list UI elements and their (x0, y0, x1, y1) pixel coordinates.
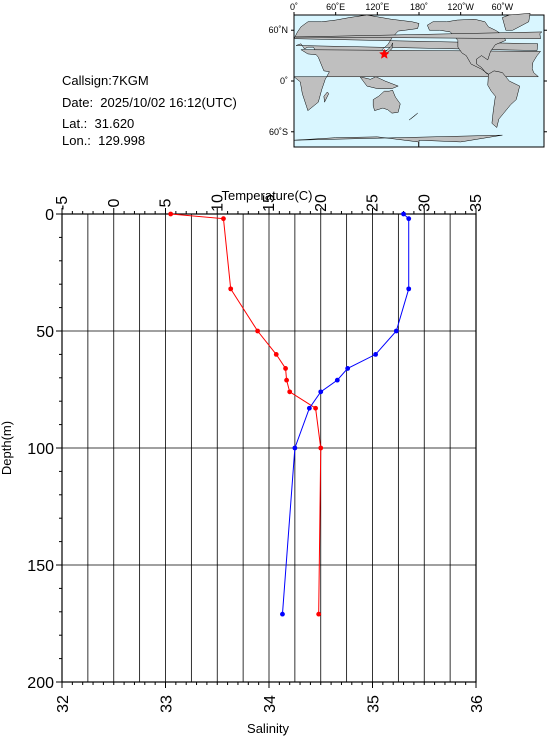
depth-axis-label: Depth(m) (0, 421, 14, 475)
salinity-tick-label: 35 (366, 695, 383, 713)
depth-tick-label: 50 (36, 324, 54, 341)
chart-axes (56, 208, 477, 688)
latitude-text: Lat.: 31.620 (62, 116, 135, 131)
temperature-data-point (255, 328, 261, 334)
land-mass (372, 90, 401, 114)
island (323, 91, 330, 104)
map-longitude-label: 120˚E (365, 2, 389, 12)
salinity-tick-label: 36 (469, 695, 486, 713)
depth-tick-label: 100 (27, 441, 54, 458)
map-longitude-label: 60˚W (492, 2, 514, 12)
island (359, 76, 399, 89)
temperature-data-point (316, 611, 322, 617)
temperature-tick-label: 10 (209, 194, 226, 212)
land-mass (502, 13, 531, 31)
map-longitude-label: 60˚E (326, 2, 345, 12)
temperature-data-point (283, 366, 288, 371)
island (409, 112, 418, 121)
salinity-data-point (406, 286, 412, 292)
callsign-text: Callsign:7KGM (62, 73, 149, 88)
map-longitude-label: 120˚W (447, 2, 474, 12)
temperature-tick-label: 15 (261, 194, 278, 212)
salinity-tick-label: 32 (55, 695, 72, 713)
depth-tick-label: 200 (27, 675, 54, 692)
salinity-data-point (306, 405, 312, 411)
chart-grid (61, 213, 477, 683)
data-series (168, 211, 412, 617)
depth-tick-label: 150 (27, 558, 54, 575)
salinity-data-point (406, 216, 412, 222)
temperature-tick-label: 5 (158, 198, 175, 207)
land-mass (487, 70, 520, 128)
temperature-data-point (287, 389, 293, 395)
station-marker (378, 48, 390, 59)
salinity-data-point (401, 211, 406, 217)
map-latitude-label: 0˚ (280, 76, 288, 86)
salinity-tick-label: 34 (262, 695, 279, 713)
map-longitude-label: 180˚ (410, 2, 428, 12)
salinity-data-point (318, 389, 324, 395)
temperature-tick-label: 30 (416, 194, 433, 212)
temperature-tick-label: -5 (54, 196, 71, 210)
map-latitude-label: 60˚N (268, 25, 288, 35)
temperature-tick-label: 35 (468, 194, 485, 212)
temperature-data-point (221, 216, 226, 222)
temperature-tick-label: 25 (365, 194, 382, 212)
salinity-data-point (345, 366, 351, 371)
salinity-axis-label: Salinity (247, 721, 289, 736)
temperature-axis-label: Temperature(C) (221, 188, 312, 203)
salinity-data-point (280, 611, 285, 617)
map-land (293, 13, 543, 148)
depth-tick-label: 0 (45, 207, 54, 224)
temperature-data-point (228, 286, 234, 292)
salinity-profile-line (281, 213, 410, 615)
land-mass (293, 134, 503, 148)
temperature-data-point (168, 211, 174, 217)
temperature-profile-line (170, 213, 322, 615)
station-star-icon (378, 48, 390, 59)
map-longitude-label: 0˚ (290, 2, 298, 12)
map-labels: 0˚ 60˚E 120˚E 180˚ 120˚W 60˚W 60˚N 0˚ 60˚S (268, 2, 513, 137)
temperature-data-point (318, 445, 324, 451)
salinity-data-point (292, 445, 298, 451)
island (295, 31, 543, 39)
temperature-tick-label: 0 (106, 198, 123, 207)
island (383, 42, 393, 56)
date-text: Date: 2025/10/02 16:12(UTC) (62, 95, 237, 110)
salinity-data-point (393, 328, 399, 334)
longitude-text: Lon.: 129.998 (62, 133, 146, 148)
temperature-data-point (284, 377, 289, 383)
temperature-data-point (273, 352, 279, 357)
map-frame (291, 12, 547, 133)
world-map: 0˚ 60˚E 120˚E 180˚ 120˚W 60˚W 60˚N 0˚ 60˚S (268, 2, 547, 148)
salinity-data-point (373, 352, 379, 357)
temperature-tick-label: 20 (313, 194, 330, 212)
temperature-data-point (313, 405, 318, 411)
salinity-data-point (334, 377, 340, 383)
map-latitude-label: 60˚S (269, 127, 288, 137)
salinity-tick-label: 33 (159, 695, 176, 713)
